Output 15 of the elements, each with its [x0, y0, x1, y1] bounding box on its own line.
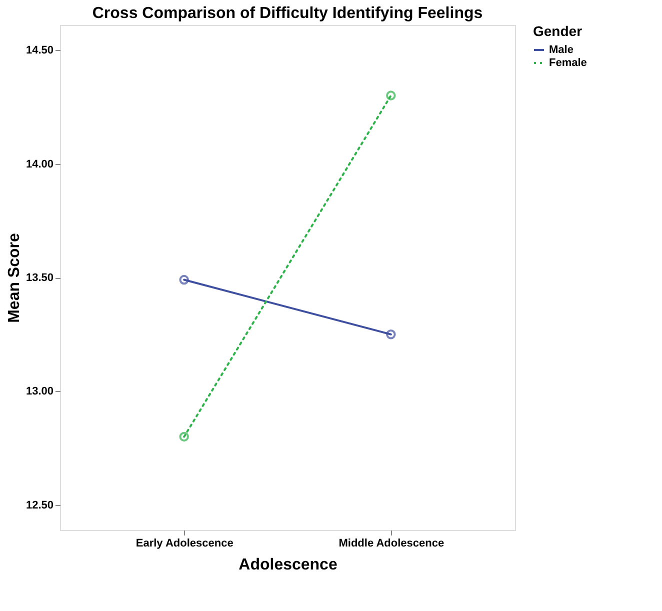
- legend-label: Male: [549, 44, 574, 56]
- chart-title: Cross Comparison of Difficulty Identifying Feelings: [92, 5, 483, 22]
- y-axis-title: Mean Score: [6, 232, 23, 323]
- y-tick-label: 14.50: [26, 44, 54, 57]
- legend-label: Female: [549, 57, 587, 69]
- y-tick-label: 14.00: [26, 158, 54, 170]
- x-tick-label: Middle Adolescence: [338, 538, 444, 550]
- point: [179, 432, 189, 442]
- point: [386, 90, 396, 100]
- y-tick-label: 13.00: [26, 386, 54, 398]
- y-tick-label: 12.50: [26, 499, 54, 512]
- legend-title: Gender: [533, 23, 583, 39]
- x-tick-label: Early Adolescence: [136, 538, 234, 550]
- y-tick-label: 13.50: [26, 272, 54, 284]
- x-axis-title: Adolescence: [238, 556, 338, 574]
